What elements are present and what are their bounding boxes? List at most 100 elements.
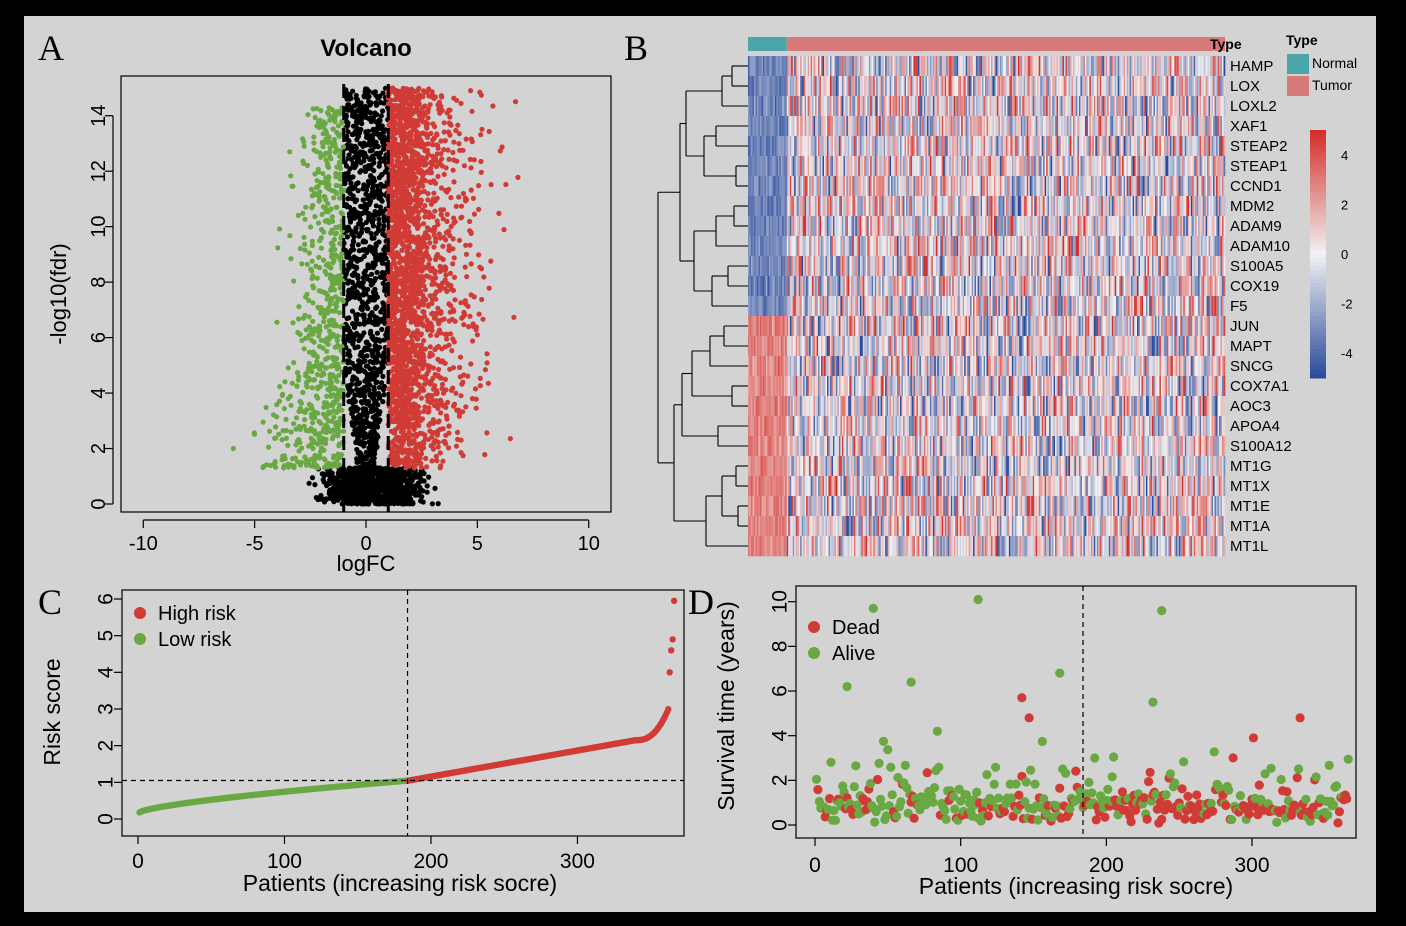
volcano-point-up <box>482 367 488 373</box>
volcano-point-up <box>421 309 427 315</box>
volcano-point-up <box>455 122 461 128</box>
volcano-point-down <box>328 380 334 386</box>
volcano-point-down <box>292 455 298 461</box>
volcano-point-down <box>323 365 329 371</box>
volcano-point-up <box>468 136 474 142</box>
volcano-point-ns <box>359 482 365 488</box>
volcano-point-up <box>423 123 429 129</box>
volcano-point-down <box>310 283 316 289</box>
volcano-point-ns <box>351 238 357 245</box>
volcano-point-up <box>496 210 502 216</box>
volcano-point-up <box>469 108 475 114</box>
volcano-point-up <box>429 162 435 168</box>
volcano-point-up <box>434 131 440 137</box>
volcano-point-up <box>458 450 464 456</box>
volcano-point-up <box>444 288 450 294</box>
volcano-point-ns <box>382 490 388 496</box>
volcano-point-ns <box>362 168 369 174</box>
volcano-point-down <box>336 159 342 166</box>
volcano-point-ns <box>348 143 354 149</box>
volcano-point-ns <box>306 480 312 486</box>
volcano-point-ns <box>432 485 438 491</box>
volcano-point-up <box>417 300 423 306</box>
volcano-point-up <box>424 393 430 400</box>
volcano-point-ns <box>379 326 385 332</box>
volcano-point-ns <box>368 328 374 334</box>
volcano-point-up <box>478 266 485 272</box>
volcano-point-ns <box>350 174 356 180</box>
volcano-point-up <box>470 338 476 344</box>
volcano-point-up <box>428 351 435 358</box>
volcano-point-up <box>437 375 443 381</box>
volcano-point-up <box>470 195 476 201</box>
volcano-point-up <box>391 140 397 146</box>
volcano-point-up <box>456 413 462 419</box>
volcano-point-down <box>333 395 339 401</box>
volcano-point-up <box>456 141 462 147</box>
volcano-point-ns <box>418 478 424 484</box>
volcano-point-down <box>318 363 324 369</box>
volcano-point-up <box>450 149 456 156</box>
volcano-point-ns <box>418 487 424 493</box>
volcano-point-up <box>440 426 446 432</box>
volcano-point-up <box>424 371 430 377</box>
volcano-point-ns <box>376 216 382 222</box>
volcano-point-ns <box>350 495 356 501</box>
volcano-point-down <box>320 170 326 177</box>
volcano-point-up <box>414 374 420 380</box>
volcano-point-down <box>312 377 318 383</box>
volcano-point-up <box>457 364 463 371</box>
volcano-point-ns <box>357 321 363 327</box>
volcano-point-up <box>442 376 448 382</box>
volcano-point-ns <box>370 452 376 458</box>
volcano-point-ns <box>362 378 368 384</box>
volcano-point-ns <box>379 270 385 276</box>
volcano-point-up <box>404 347 410 353</box>
volcano-point-ns <box>380 90 386 96</box>
volcano-point-ns <box>349 308 356 314</box>
volcano-point-up <box>451 179 457 185</box>
volcano-point-up <box>485 380 491 386</box>
volcano-point-ns <box>410 500 416 506</box>
volcano-point-ns <box>348 156 355 162</box>
volcano-point-down <box>310 445 316 452</box>
volcano-point-ns <box>360 197 366 203</box>
volcano-point-up <box>442 138 448 144</box>
volcano-point-ns <box>361 93 367 99</box>
volcano-point-down <box>279 437 285 443</box>
volcano-point-up <box>446 430 452 436</box>
volcano-point-up <box>399 247 405 253</box>
volcano-point-up <box>444 416 450 422</box>
volcano-point-down <box>317 265 323 271</box>
volcano-point-up <box>463 136 469 142</box>
volcano-point-down <box>300 389 306 395</box>
volcano-point-ns <box>360 247 366 253</box>
volcano-point-down <box>303 204 309 210</box>
volcano-point-up <box>409 166 416 172</box>
volcano-point-up <box>411 273 417 279</box>
volcano-point-up <box>410 342 416 348</box>
volcano-point-up <box>441 316 447 322</box>
volcano-point-ns <box>375 434 381 440</box>
volcano-point-up <box>473 396 479 402</box>
volcano-point-up <box>427 293 433 299</box>
volcano-point-down <box>330 463 336 469</box>
volcano-point-up <box>404 168 410 174</box>
volcano-point-ns <box>355 450 361 456</box>
volcano-point-down <box>301 234 307 240</box>
volcano-point-down <box>333 204 340 210</box>
volcano-point-up <box>434 458 440 464</box>
volcano-point-up <box>471 294 477 300</box>
volcano-point-up <box>435 173 441 179</box>
volcano-point-up <box>461 372 467 378</box>
volcano-point-down <box>329 217 335 224</box>
volcano-point-up <box>446 156 452 162</box>
volcano-point-ns <box>361 411 367 417</box>
volcano-point-ns <box>365 363 371 369</box>
volcano-point-up <box>430 375 436 381</box>
volcano-point-up <box>468 230 474 236</box>
volcano-point-up <box>411 298 417 304</box>
volcano-point-up <box>435 419 441 425</box>
volcano-point-down <box>283 435 289 441</box>
volcano-point-down <box>309 258 315 264</box>
